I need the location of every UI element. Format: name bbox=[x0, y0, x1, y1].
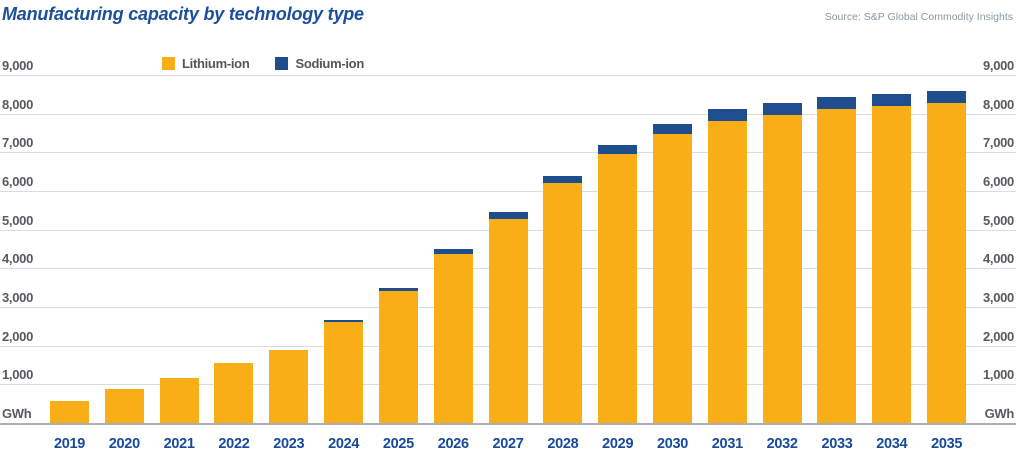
y-tick-label: 7,000 bbox=[982, 135, 1014, 151]
bar-2031 bbox=[707, 109, 747, 423]
x-tick-label-2031: 2031 bbox=[711, 436, 743, 452]
y-tick-label: 8,000 bbox=[2, 96, 34, 112]
y-tick-label: 2,000 bbox=[2, 328, 34, 344]
y-tick-label: 3,000 bbox=[2, 290, 34, 305]
x-tick-label-2020: 2020 bbox=[108, 436, 140, 452]
x-tick-label-2032: 2032 bbox=[766, 436, 798, 452]
bar-segment-lithium bbox=[707, 121, 747, 423]
x-tick-label-2026: 2026 bbox=[437, 436, 469, 452]
bar-segment-lithium bbox=[653, 133, 693, 423]
source-note: Source: S&P Global Commodity Insights bbox=[824, 11, 1013, 23]
y-tick-label: 4,000 bbox=[982, 251, 1014, 267]
bar-segment-lithium bbox=[872, 105, 912, 423]
bar-segment-lithium bbox=[927, 103, 967, 423]
bar-2019 bbox=[50, 400, 89, 423]
bar-2025 bbox=[378, 288, 418, 423]
x-tick-label-2024: 2024 bbox=[328, 436, 360, 452]
legend-item-sodium: Sodium-ion bbox=[275, 56, 364, 71]
bar-segment-lithium bbox=[488, 219, 528, 423]
bar-segment-sodium bbox=[488, 211, 528, 220]
x-tick-label-2029: 2029 bbox=[602, 436, 634, 452]
bar-2023 bbox=[269, 349, 309, 423]
bar-segment-lithium bbox=[324, 321, 364, 423]
gridline bbox=[0, 113, 1016, 115]
bar-2022 bbox=[214, 363, 254, 423]
legend-label-sodium: Sodium-ion bbox=[295, 56, 364, 71]
bar-segment-sodium bbox=[598, 144, 638, 155]
bar-segment-sodium bbox=[927, 90, 967, 104]
y-tick-label: 5,000 bbox=[2, 212, 34, 228]
bar-2024 bbox=[324, 320, 364, 423]
y-tick-label: 2,000 bbox=[982, 328, 1014, 344]
x-tick-label-2025: 2025 bbox=[382, 436, 414, 452]
x-tick-label-2027: 2027 bbox=[492, 436, 524, 452]
y-tick-label: 9,000 bbox=[982, 58, 1014, 73]
bar-2032 bbox=[762, 103, 802, 423]
y-tick-label: 4,000 bbox=[2, 251, 34, 267]
y-tick-label: 1,000 bbox=[982, 367, 1014, 383]
bar-segment-lithium bbox=[214, 363, 254, 423]
y-tick-label: 8,000 bbox=[982, 96, 1014, 112]
x-tick-label-2019: 2019 bbox=[53, 436, 86, 452]
y-tick-label: 1,000 bbox=[2, 367, 34, 383]
y-tick-label: 3,000 bbox=[982, 290, 1014, 305]
bar-2021 bbox=[159, 378, 199, 423]
bar-2027 bbox=[488, 211, 528, 423]
bar-2033 bbox=[817, 97, 857, 423]
gridline bbox=[0, 152, 1016, 154]
y-axis-unit-label: GWh bbox=[2, 406, 32, 421]
bar-segment-lithium bbox=[50, 400, 89, 423]
legend-item-lithium: Lithium-ion bbox=[162, 56, 250, 71]
x-tick-label-2033: 2033 bbox=[821, 436, 853, 452]
bar-segment-lithium bbox=[378, 290, 418, 423]
bar-segment-sodium bbox=[324, 320, 364, 322]
bar-segment-lithium bbox=[543, 182, 583, 423]
bar-2026 bbox=[433, 249, 473, 423]
bar-segment-lithium bbox=[269, 349, 309, 423]
x-tick-label-2023: 2023 bbox=[273, 436, 305, 452]
x-tick-label-2022: 2022 bbox=[218, 436, 250, 452]
bar-segment-sodium bbox=[543, 175, 583, 183]
y-tick-label: 7,000 bbox=[2, 135, 34, 151]
y-tick-label: 6,000 bbox=[2, 174, 34, 189]
bar-segment-sodium bbox=[378, 288, 418, 291]
x-tick-label-2034: 2034 bbox=[876, 436, 908, 452]
x-tick-label-2030: 2030 bbox=[656, 436, 689, 452]
lithium-swatch-icon bbox=[162, 57, 175, 70]
legend: Lithium-ion Sodium-ion bbox=[162, 56, 390, 71]
y-tick-label: 6,000 bbox=[982, 174, 1014, 189]
gridline bbox=[0, 191, 1016, 192]
bar-segment-sodium bbox=[653, 124, 693, 134]
bar-segment-sodium bbox=[762, 103, 802, 115]
bar-segment-lithium bbox=[104, 388, 144, 423]
bar-segment-sodium bbox=[872, 94, 912, 106]
bar-2029 bbox=[598, 144, 638, 423]
bar-segment-sodium bbox=[433, 249, 473, 254]
bar-segment-sodium bbox=[707, 109, 747, 122]
chart-title: Manufacturing capacity by technology typ… bbox=[2, 4, 364, 24]
sodium-swatch-icon bbox=[275, 57, 289, 70]
bar-segment-sodium bbox=[817, 97, 857, 109]
gridline bbox=[0, 75, 1016, 76]
y-tick-label: 5,000 bbox=[982, 212, 1014, 228]
bar-segment-lithium bbox=[159, 378, 199, 423]
bar-segment-lithium bbox=[433, 253, 473, 423]
bar-2028 bbox=[543, 175, 583, 423]
x-axis-line bbox=[0, 423, 1016, 425]
y-axis-unit-label: GWh bbox=[984, 406, 1015, 421]
x-tick-label-2028: 2028 bbox=[547, 436, 579, 452]
bar-segment-lithium bbox=[817, 108, 857, 423]
bar-2034 bbox=[872, 94, 912, 423]
legend-label-lithium: Lithium-ion bbox=[182, 56, 250, 71]
x-tick-label-2035: 2035 bbox=[931, 436, 963, 452]
bar-2030 bbox=[653, 124, 693, 423]
x-tick-label-2021: 2021 bbox=[163, 436, 195, 452]
bar-2020 bbox=[104, 388, 144, 423]
y-tick-label: 9,000 bbox=[2, 58, 34, 73]
bar-segment-lithium bbox=[598, 154, 638, 423]
bar-segment-lithium bbox=[762, 114, 802, 423]
bar-2035 bbox=[927, 90, 967, 423]
